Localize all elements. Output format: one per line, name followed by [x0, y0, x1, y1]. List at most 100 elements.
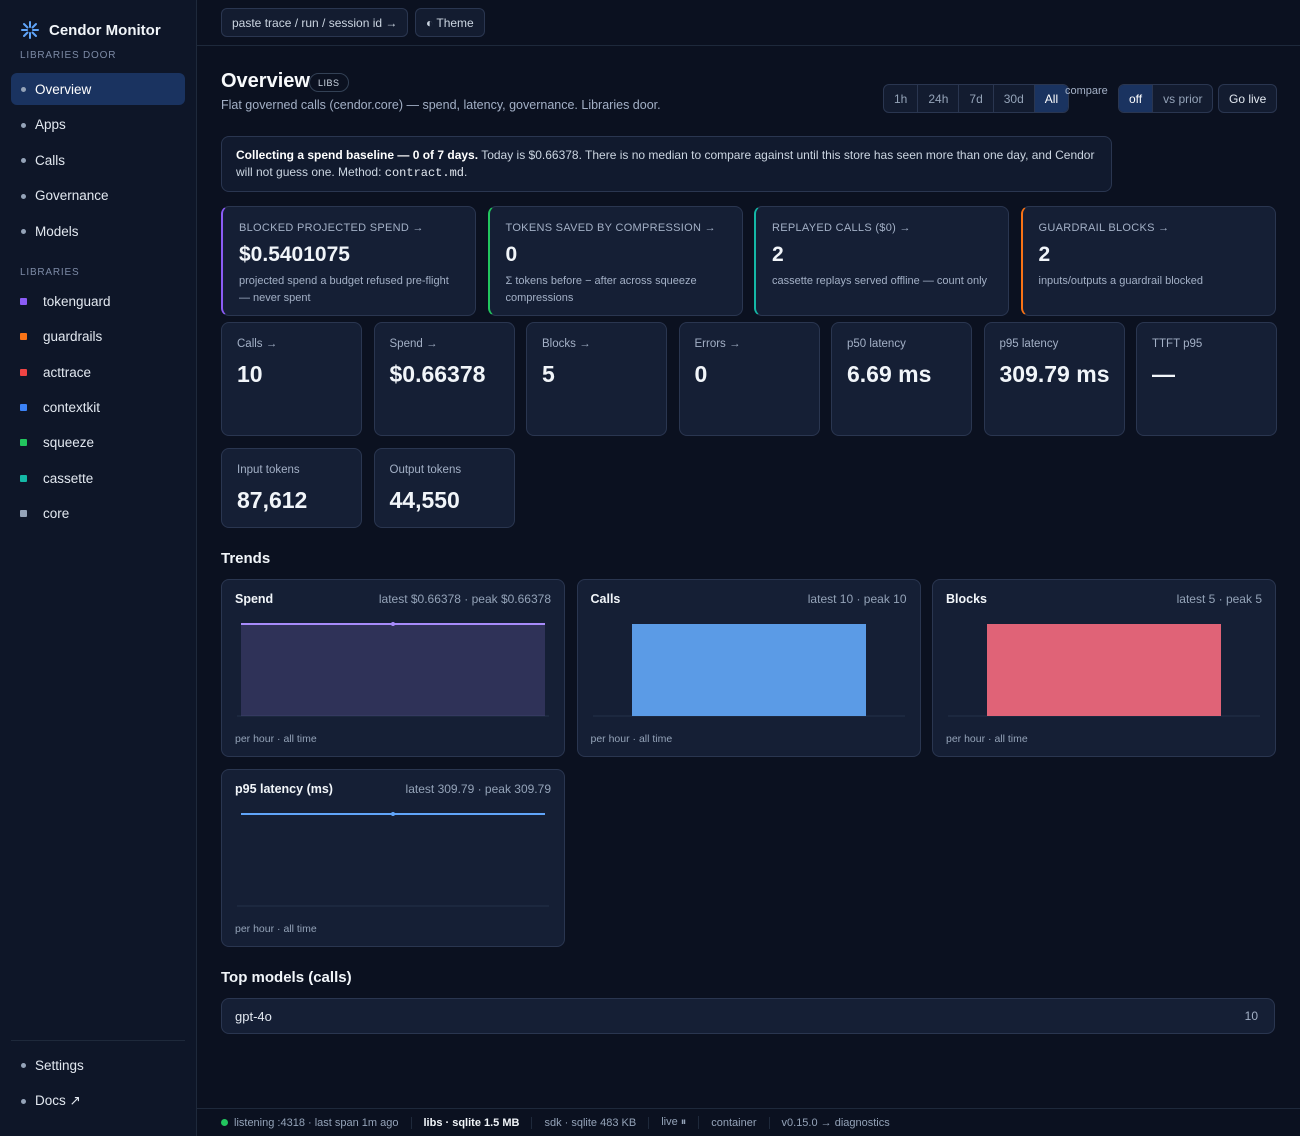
trend-card: p95 latency (ms) latest 309.79 · peak 309…	[221, 769, 565, 947]
stat-value: $0.66378	[389, 361, 486, 387]
library-item[interactable]: cassette	[20, 471, 93, 486]
stat-label: Spend →	[389, 338, 438, 350]
library-swatch	[20, 474, 27, 482]
library-item[interactable]: acttrace	[20, 365, 91, 380]
trend-chart	[237, 622, 549, 717]
feature-card[interactable]: TOKENS SAVED BY COMPRESSION → 0 Σ tokens b…	[487, 206, 743, 316]
feature-value: 0	[505, 243, 518, 266]
status-item: libs · sqlite 1.5 MB	[412, 1116, 533, 1129]
compare-option[interactable]: vs prior	[1163, 91, 1203, 106]
stat-value: 44,550	[389, 487, 460, 513]
section-heading: Trends	[221, 550, 271, 567]
trend-summary: latest 10 · peak 10	[807, 592, 907, 606]
library-item[interactable]: tokenguard	[20, 294, 111, 309]
stat-value: 5	[542, 361, 555, 387]
library-swatch	[20, 403, 27, 411]
status-text: sdk · sqlite 483 KB	[544, 1116, 637, 1129]
stat-value: 87,612	[237, 487, 308, 513]
stat-label: p95 latency	[999, 338, 1059, 350]
nav-item[interactable]: Docs ↗	[11, 1085, 185, 1117]
status-bar: listening :4318 · last span 1m ago libs ·…	[197, 1108, 1300, 1136]
feature-card[interactable]: BLOCKED PROJECTED SPEND → $0.5401075 proje…	[221, 206, 476, 316]
stat-card: Output tokens 44,550	[373, 448, 515, 528]
status-text: v0.15.0 → diagnostics	[781, 1116, 890, 1129]
section-heading: Top models (calls)	[221, 969, 352, 986]
page-subtitle: Flat governed calls (cendor.core) — spen…	[221, 98, 661, 112]
trend-chart	[237, 812, 549, 907]
range-option[interactable]: All	[1034, 85, 1069, 112]
library-item[interactable]: squeeze	[20, 435, 94, 450]
stat-card[interactable]: Blocks → 5	[526, 322, 667, 436]
logo	[21, 21, 39, 39]
range-option[interactable]: 1h	[884, 85, 919, 112]
trend-summary: latest 309.79 · peak 309.79	[405, 782, 551, 796]
point	[391, 622, 395, 626]
stat-card[interactable]: Errors → 0	[678, 322, 820, 436]
nav-item[interactable]: Apps	[11, 109, 185, 141]
feature-note: inputs/outputs a guardrail blocked	[1038, 275, 1204, 287]
range-option[interactable]: 24h	[918, 85, 960, 112]
library-name: tokenguard	[43, 294, 111, 309]
stat-value: 309.79 ms	[999, 361, 1110, 387]
notice-code: contract.md	[384, 166, 464, 180]
stat-value: 0	[694, 361, 708, 387]
trend-footer: per hour · all time	[235, 923, 317, 935]
library-name: squeeze	[43, 435, 95, 451]
library-swatch	[20, 333, 27, 341]
stat-card[interactable]: Calls → 10	[221, 322, 362, 436]
brand-name: Cendor Monitor	[49, 21, 161, 39]
bar	[631, 624, 866, 716]
library-item[interactable]: core	[20, 506, 69, 521]
feature-value: 2	[1038, 243, 1051, 266]
library-item[interactable]: guardrails	[20, 329, 102, 344]
compare-label: compare	[1065, 85, 1108, 97]
compare-selector: off vs prior	[1118, 84, 1214, 113]
range-option[interactable]: 7d	[959, 85, 994, 112]
page-title: Overview	[221, 70, 310, 92]
status-dot	[221, 1119, 228, 1126]
feature-card[interactable]: REPLAYED CALLS ($0) → 2 cassette replays s…	[754, 206, 1009, 316]
compare-option[interactable]: off	[1119, 85, 1154, 112]
area	[241, 814, 545, 906]
nav-item[interactable]: Governance	[11, 180, 185, 212]
model-row[interactable]: gpt-4o 10	[221, 998, 1275, 1034]
feature-note: projected spend a budget refused pre-fli…	[239, 275, 449, 304]
nav-item[interactable]: Settings	[11, 1049, 185, 1081]
trend-footer: per hour · all time	[235, 733, 317, 745]
library-name: guardrails	[43, 329, 103, 345]
trend-title: Spend	[235, 592, 274, 606]
nav-item[interactable]: Calls	[11, 144, 185, 176]
feature-note: Σ tokens before − after across squeeze c…	[505, 275, 697, 304]
feature-note: cassette replays served offline — count …	[772, 275, 988, 287]
stat-value: 10	[237, 361, 263, 387]
trend-footer: per hour · all time	[946, 733, 1028, 745]
library-name: core	[43, 505, 70, 521]
notice-bold: Collecting a spend baseline — 0 of 7 day…	[236, 148, 479, 162]
topbar: paste trace / run / session id → ◐ Theme	[197, 0, 1300, 46]
brand-subtitle: LIBRARIES DOOR	[20, 50, 117, 61]
search-box[interactable]: paste trace / run / session id →	[221, 8, 409, 37]
stat-value: —	[1152, 361, 1175, 387]
trend-card: Calls latest 10 · peak 10 per hour · all t…	[576, 579, 921, 757]
feature-label: BLOCKED PROJECTED SPEND →	[239, 222, 424, 234]
bar	[987, 624, 1221, 716]
nav-item[interactable]: Models	[11, 215, 185, 247]
brand[interactable]: Cendor Monitor	[20, 20, 161, 40]
trend-title: Calls	[590, 592, 621, 606]
theme-button[interactable]: ◐ Theme	[415, 8, 485, 37]
range-option[interactable]: 30d	[994, 85, 1035, 112]
trend-title: p95 latency (ms)	[235, 782, 333, 796]
separator	[11, 1040, 185, 1041]
nav-item[interactable]: Overview	[11, 73, 185, 105]
feature-card[interactable]: GUARDRAIL BLOCKS → 2 inputs/outputs a guar…	[1020, 206, 1276, 316]
library-swatch	[20, 298, 27, 305]
library-item[interactable]: contextkit	[20, 400, 100, 415]
stat-label: TTFT p95	[1152, 338, 1203, 350]
status-item: container	[699, 1116, 770, 1129]
feature-label: GUARDRAIL BLOCKS →	[1038, 222, 1170, 234]
stat-card[interactable]: Spend → $0.66378	[373, 322, 515, 436]
library-swatch	[20, 439, 27, 447]
status-text: listening :4318 · last span 1m ago	[234, 1116, 399, 1129]
library-name: cassette	[43, 470, 94, 486]
go-live-button[interactable]: Go live	[1218, 84, 1278, 113]
